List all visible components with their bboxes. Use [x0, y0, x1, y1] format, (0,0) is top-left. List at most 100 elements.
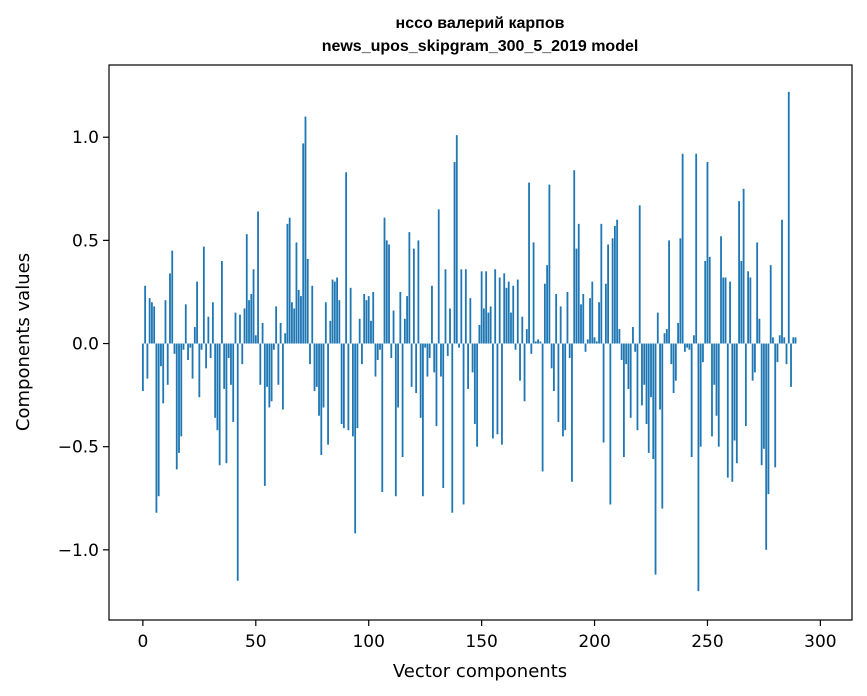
bar [652, 343, 655, 460]
bar [480, 271, 483, 344]
bar [584, 343, 587, 352]
bar [173, 343, 176, 354]
bar [354, 343, 357, 534]
bar [568, 343, 571, 358]
bar [196, 281, 198, 344]
bar [225, 343, 228, 464]
bar [227, 343, 230, 358]
bar [164, 300, 167, 344]
bar [315, 343, 318, 387]
bar [598, 302, 600, 344]
bar [415, 343, 418, 394]
bar [663, 333, 666, 344]
bar [462, 343, 465, 505]
bar [365, 300, 368, 344]
bar [566, 291, 569, 344]
bar [726, 343, 729, 478]
bar [329, 320, 332, 344]
bar [702, 343, 704, 363]
bar [408, 232, 411, 344]
bar [230, 343, 232, 385]
bar [471, 343, 474, 373]
bar [613, 225, 616, 344]
bar [670, 343, 673, 365]
bar [153, 306, 156, 344]
bar [257, 211, 259, 344]
bar [291, 302, 293, 344]
bar [573, 170, 576, 344]
bar [778, 335, 781, 344]
bar [501, 343, 503, 445]
bar [469, 298, 472, 344]
bar [654, 343, 657, 575]
bar [146, 343, 149, 379]
bar [686, 343, 689, 348]
bar [627, 343, 630, 389]
bar [166, 343, 169, 385]
bar [665, 329, 668, 344]
y-ticks: −1.0 −0.5 0.0 0.5 1.0 [58, 128, 109, 561]
bar [372, 291, 375, 344]
bar [268, 343, 271, 408]
bar [478, 324, 481, 344]
x-ticks: 0 50 100 150 200 250 300 [137, 620, 837, 652]
bar [731, 343, 734, 482]
bar [717, 343, 720, 447]
bar [345, 172, 348, 344]
bar [259, 343, 262, 385]
x-tick-label: 100 [352, 632, 384, 652]
bar [148, 298, 151, 344]
bar [428, 343, 431, 358]
bar [270, 343, 273, 402]
chart-title: нссо валерий карпов [396, 15, 565, 32]
bar [417, 240, 420, 344]
bar [263, 343, 266, 486]
x-tick-label: 0 [137, 632, 148, 652]
bar [672, 343, 675, 394]
bar [774, 343, 777, 468]
bar [254, 335, 257, 344]
bar [589, 298, 591, 344]
bar [300, 296, 302, 344]
bar [336, 277, 338, 344]
bar [214, 343, 217, 418]
bar [525, 329, 528, 344]
bar [322, 343, 325, 408]
bar [765, 343, 768, 550]
bar [320, 343, 323, 455]
bar [638, 205, 641, 344]
bar [489, 306, 492, 344]
bar [534, 341, 537, 344]
bar [783, 337, 786, 344]
bar [708, 256, 711, 344]
bar [424, 343, 427, 348]
bar [724, 277, 727, 344]
bar [279, 322, 282, 344]
bar [794, 337, 797, 344]
bar [699, 343, 702, 447]
x-axis-label: Vector components [393, 661, 567, 682]
bar [252, 269, 255, 344]
bar [437, 209, 440, 344]
bar [272, 343, 275, 350]
bar [367, 296, 370, 344]
bar [498, 277, 501, 344]
bar [239, 314, 241, 344]
bar [331, 279, 334, 344]
bar [277, 343, 280, 385]
bar [620, 343, 623, 361]
bar [668, 240, 670, 344]
bar [643, 343, 646, 385]
bar [198, 343, 201, 398]
bar [521, 316, 524, 344]
bar [184, 304, 187, 344]
bar [528, 182, 530, 344]
bar [340, 343, 343, 424]
bar [442, 343, 445, 488]
bar [758, 318, 761, 344]
bar [720, 236, 722, 344]
bar [496, 343, 499, 435]
x-tick-label: 200 [578, 632, 610, 652]
bar [221, 261, 223, 344]
